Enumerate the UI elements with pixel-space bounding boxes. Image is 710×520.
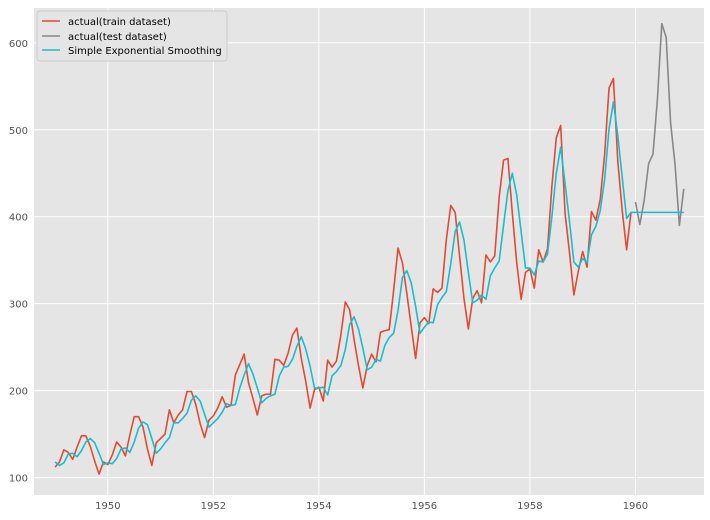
y-tick-label: 300 [9,300,28,311]
x-tick-label: 1958 [517,501,542,512]
x-tick-label: 1952 [201,501,226,512]
plot-area [34,8,704,495]
ses-series-line [54,101,684,467]
y-tick-label: 400 [9,213,28,224]
test-series-line [634,22,685,227]
x-tick-label: 1950 [95,501,120,512]
train-series-line [54,77,632,475]
x-tick-label: 1960 [623,501,648,512]
x-tick-label: 1956 [412,501,437,512]
legend-label-train: actual(train dataset) [68,17,171,28]
legend-label-test: actual(test dataset) [68,32,167,43]
y-tick-label: 500 [9,126,28,137]
y-tick-label: 600 [9,39,28,50]
legend: actual(train dataset) actual(test datase… [36,10,228,62]
series-lines [54,22,685,475]
legend-label-ses: Simple Exponential Smoothing [68,46,222,57]
x-axis-ticks: 1950 1952 1954 1956 1958 1960 [95,501,648,512]
y-axis-ticks: 100 200 300 400 500 600 [9,39,28,485]
y-tick-label: 100 [9,474,28,485]
y-tick-label: 200 [9,387,28,398]
x-tick-label: 1954 [306,501,331,512]
legend-box [36,10,228,62]
